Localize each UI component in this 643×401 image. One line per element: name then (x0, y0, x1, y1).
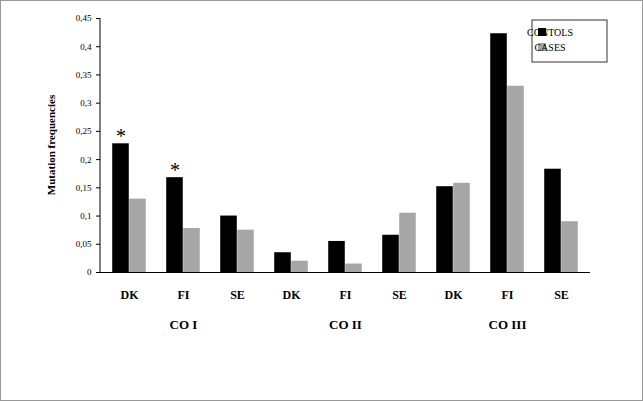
svg-text:0,25: 0,25 (76, 126, 92, 136)
svg-text:0,05: 0,05 (76, 239, 92, 249)
svg-text:0,3: 0,3 (80, 98, 92, 108)
svg-text:FI: FI (340, 288, 352, 302)
svg-text:FI: FI (502, 288, 514, 302)
svg-text:DK: DK (445, 288, 464, 302)
svg-text:*: * (170, 159, 180, 181)
svg-text:CO III: CO III (489, 317, 527, 332)
svg-text:0,4: 0,4 (80, 42, 92, 52)
svg-text:0,35: 0,35 (76, 70, 92, 80)
svg-text:0: 0 (87, 267, 92, 277)
svg-text:SE: SE (554, 288, 569, 302)
svg-text:FI: FI (178, 288, 190, 302)
svg-text:DK: DK (283, 288, 302, 302)
svg-text:CASES: CASES (534, 42, 565, 53)
svg-text:SE: SE (230, 288, 245, 302)
svg-text:DK: DK (121, 288, 140, 302)
svg-text:0,15: 0,15 (76, 183, 92, 193)
svg-text:0,1: 0,1 (80, 211, 91, 221)
svg-text:Mutation frequencies: Mutation frequencies (45, 94, 57, 195)
svg-text:CONTOLS: CONTOLS (527, 27, 573, 38)
svg-text:CO I: CO I (170, 317, 198, 332)
svg-text:0,45: 0,45 (76, 13, 92, 23)
svg-text:*: * (116, 125, 126, 147)
svg-text:CO II: CO II (329, 317, 362, 332)
svg-text:0,2: 0,2 (80, 154, 91, 164)
svg-text:SE: SE (392, 288, 407, 302)
